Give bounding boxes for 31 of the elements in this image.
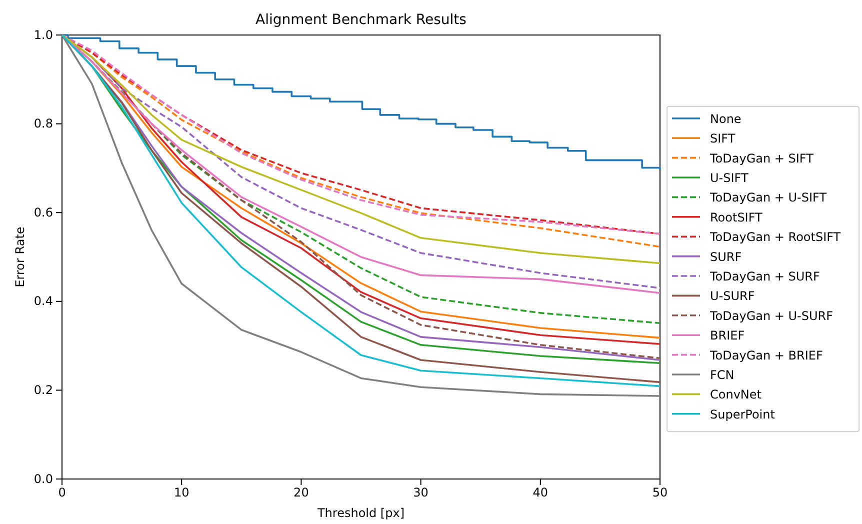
legend-label: ToDayGan + U-SIFT xyxy=(709,190,828,205)
y-tick-label: 0.6 xyxy=(34,205,53,220)
legend-label: RootSIFT xyxy=(710,210,764,224)
legend-label: SURF xyxy=(710,250,742,264)
y-tick-label: 0.0 xyxy=(34,472,53,486)
legend-label: FCN xyxy=(710,368,734,382)
y-tick-label: 0.2 xyxy=(34,383,53,398)
legend-label: ToDayGan + SURF xyxy=(709,270,820,284)
legend-label: SuperPoint xyxy=(710,407,776,422)
x-tick-label: 20 xyxy=(294,486,309,500)
legend-label: U-SIFT xyxy=(710,171,749,185)
legend-label: ToDayGan + BRIEF xyxy=(709,348,823,362)
y-tick-label: 0.8 xyxy=(34,116,53,131)
legend-label: ToDayGan + U-SURF xyxy=(709,308,834,323)
legend-label: ConvNet xyxy=(710,388,762,402)
legend-label: ToDayGan + SIFT xyxy=(709,151,814,166)
legend-label: BRIEF xyxy=(710,328,745,343)
chart-title: Alignment Benchmark Results xyxy=(256,12,466,28)
x-tick-label: 40 xyxy=(532,486,548,500)
legend-label: SIFT xyxy=(710,132,736,146)
y-axis-title: Error Rate xyxy=(13,226,27,288)
x-tick-label: 0 xyxy=(58,486,66,500)
y-tick-label: 0.4 xyxy=(34,294,53,308)
y-tick-label: 1.0 xyxy=(34,28,53,42)
x-tick-label: 30 xyxy=(413,486,428,500)
legend-label: ToDayGan + RootSIFT xyxy=(709,230,842,244)
x-tick-label: 50 xyxy=(652,486,668,500)
x-axis-title: Threshold [px] xyxy=(316,506,405,520)
legend-label: U-SURF xyxy=(710,289,755,304)
x-tick-label: 10 xyxy=(174,486,190,500)
legend-label: None xyxy=(710,112,742,126)
